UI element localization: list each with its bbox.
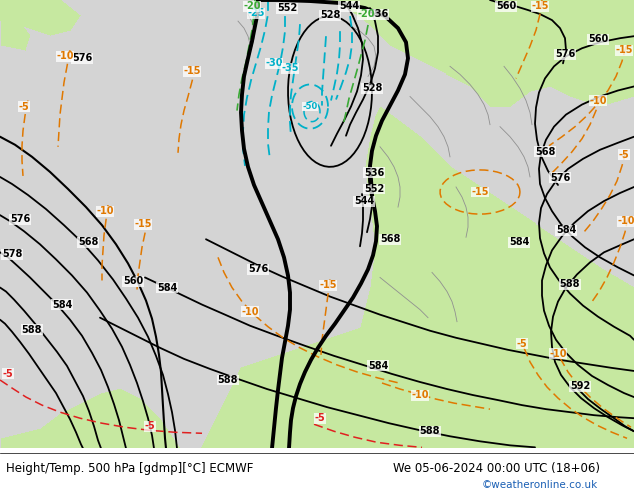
Text: -50: -50 [302,102,318,111]
Text: -15: -15 [183,66,201,76]
Text: 576: 576 [555,49,575,59]
Text: 568: 568 [78,237,98,247]
Text: 576: 576 [550,173,570,183]
Text: 568: 568 [535,147,555,157]
Text: Height/Temp. 500 hPa [gdmp][°C] ECMWF: Height/Temp. 500 hPa [gdmp][°C] ECMWF [6,462,254,475]
Text: 584: 584 [556,225,576,235]
Text: 576: 576 [72,53,92,63]
Text: -15: -15 [471,187,489,197]
Text: 536: 536 [364,168,384,178]
Text: -10: -10 [242,307,259,317]
Text: -20: -20 [243,1,261,11]
Text: -15: -15 [615,45,633,55]
Text: 592: 592 [570,381,590,391]
Text: -25: -25 [247,8,265,18]
Text: -5: -5 [517,339,527,349]
Text: -5: -5 [314,413,325,423]
Text: -20: -20 [357,9,375,19]
Text: 560: 560 [123,276,143,287]
Text: 588: 588 [217,375,238,385]
Text: 528: 528 [320,10,340,20]
Text: 576: 576 [248,265,268,274]
Text: -10: -10 [96,206,113,216]
Text: 584: 584 [157,283,177,293]
Text: 584: 584 [368,361,388,371]
Text: -5: -5 [3,369,13,379]
Text: -15: -15 [134,219,152,229]
Text: 536: 536 [368,9,388,19]
Text: 560: 560 [588,34,608,44]
Text: -10: -10 [589,96,607,105]
Text: -10: -10 [549,349,567,359]
Text: 588: 588 [420,426,440,436]
Text: 584: 584 [52,299,72,310]
Text: 560: 560 [496,1,516,11]
Text: -10: -10 [56,51,74,61]
Text: -15: -15 [320,280,337,291]
Text: We 05-06-2024 00:00 UTC (18+06): We 05-06-2024 00:00 UTC (18+06) [393,462,600,475]
Text: 552: 552 [364,184,384,194]
Text: 568: 568 [380,234,400,244]
Text: -5: -5 [145,421,155,431]
Text: 552: 552 [277,3,297,13]
Text: -30: -30 [265,58,283,68]
Text: -5: -5 [18,101,29,112]
Text: -5: -5 [619,150,630,160]
Text: ©weatheronline.co.uk: ©weatheronline.co.uk [482,480,598,490]
Text: 588: 588 [560,279,580,290]
Text: 528: 528 [362,83,382,94]
Text: 544: 544 [339,1,359,11]
Text: 576: 576 [10,214,30,224]
Text: 588: 588 [22,325,42,335]
Text: -10: -10 [411,390,429,400]
Text: -15: -15 [531,1,549,11]
Text: 578: 578 [2,249,22,259]
Text: 584: 584 [509,237,529,247]
Text: 544: 544 [354,196,374,206]
Text: -35: -35 [281,63,299,74]
Text: -10: -10 [618,216,634,226]
